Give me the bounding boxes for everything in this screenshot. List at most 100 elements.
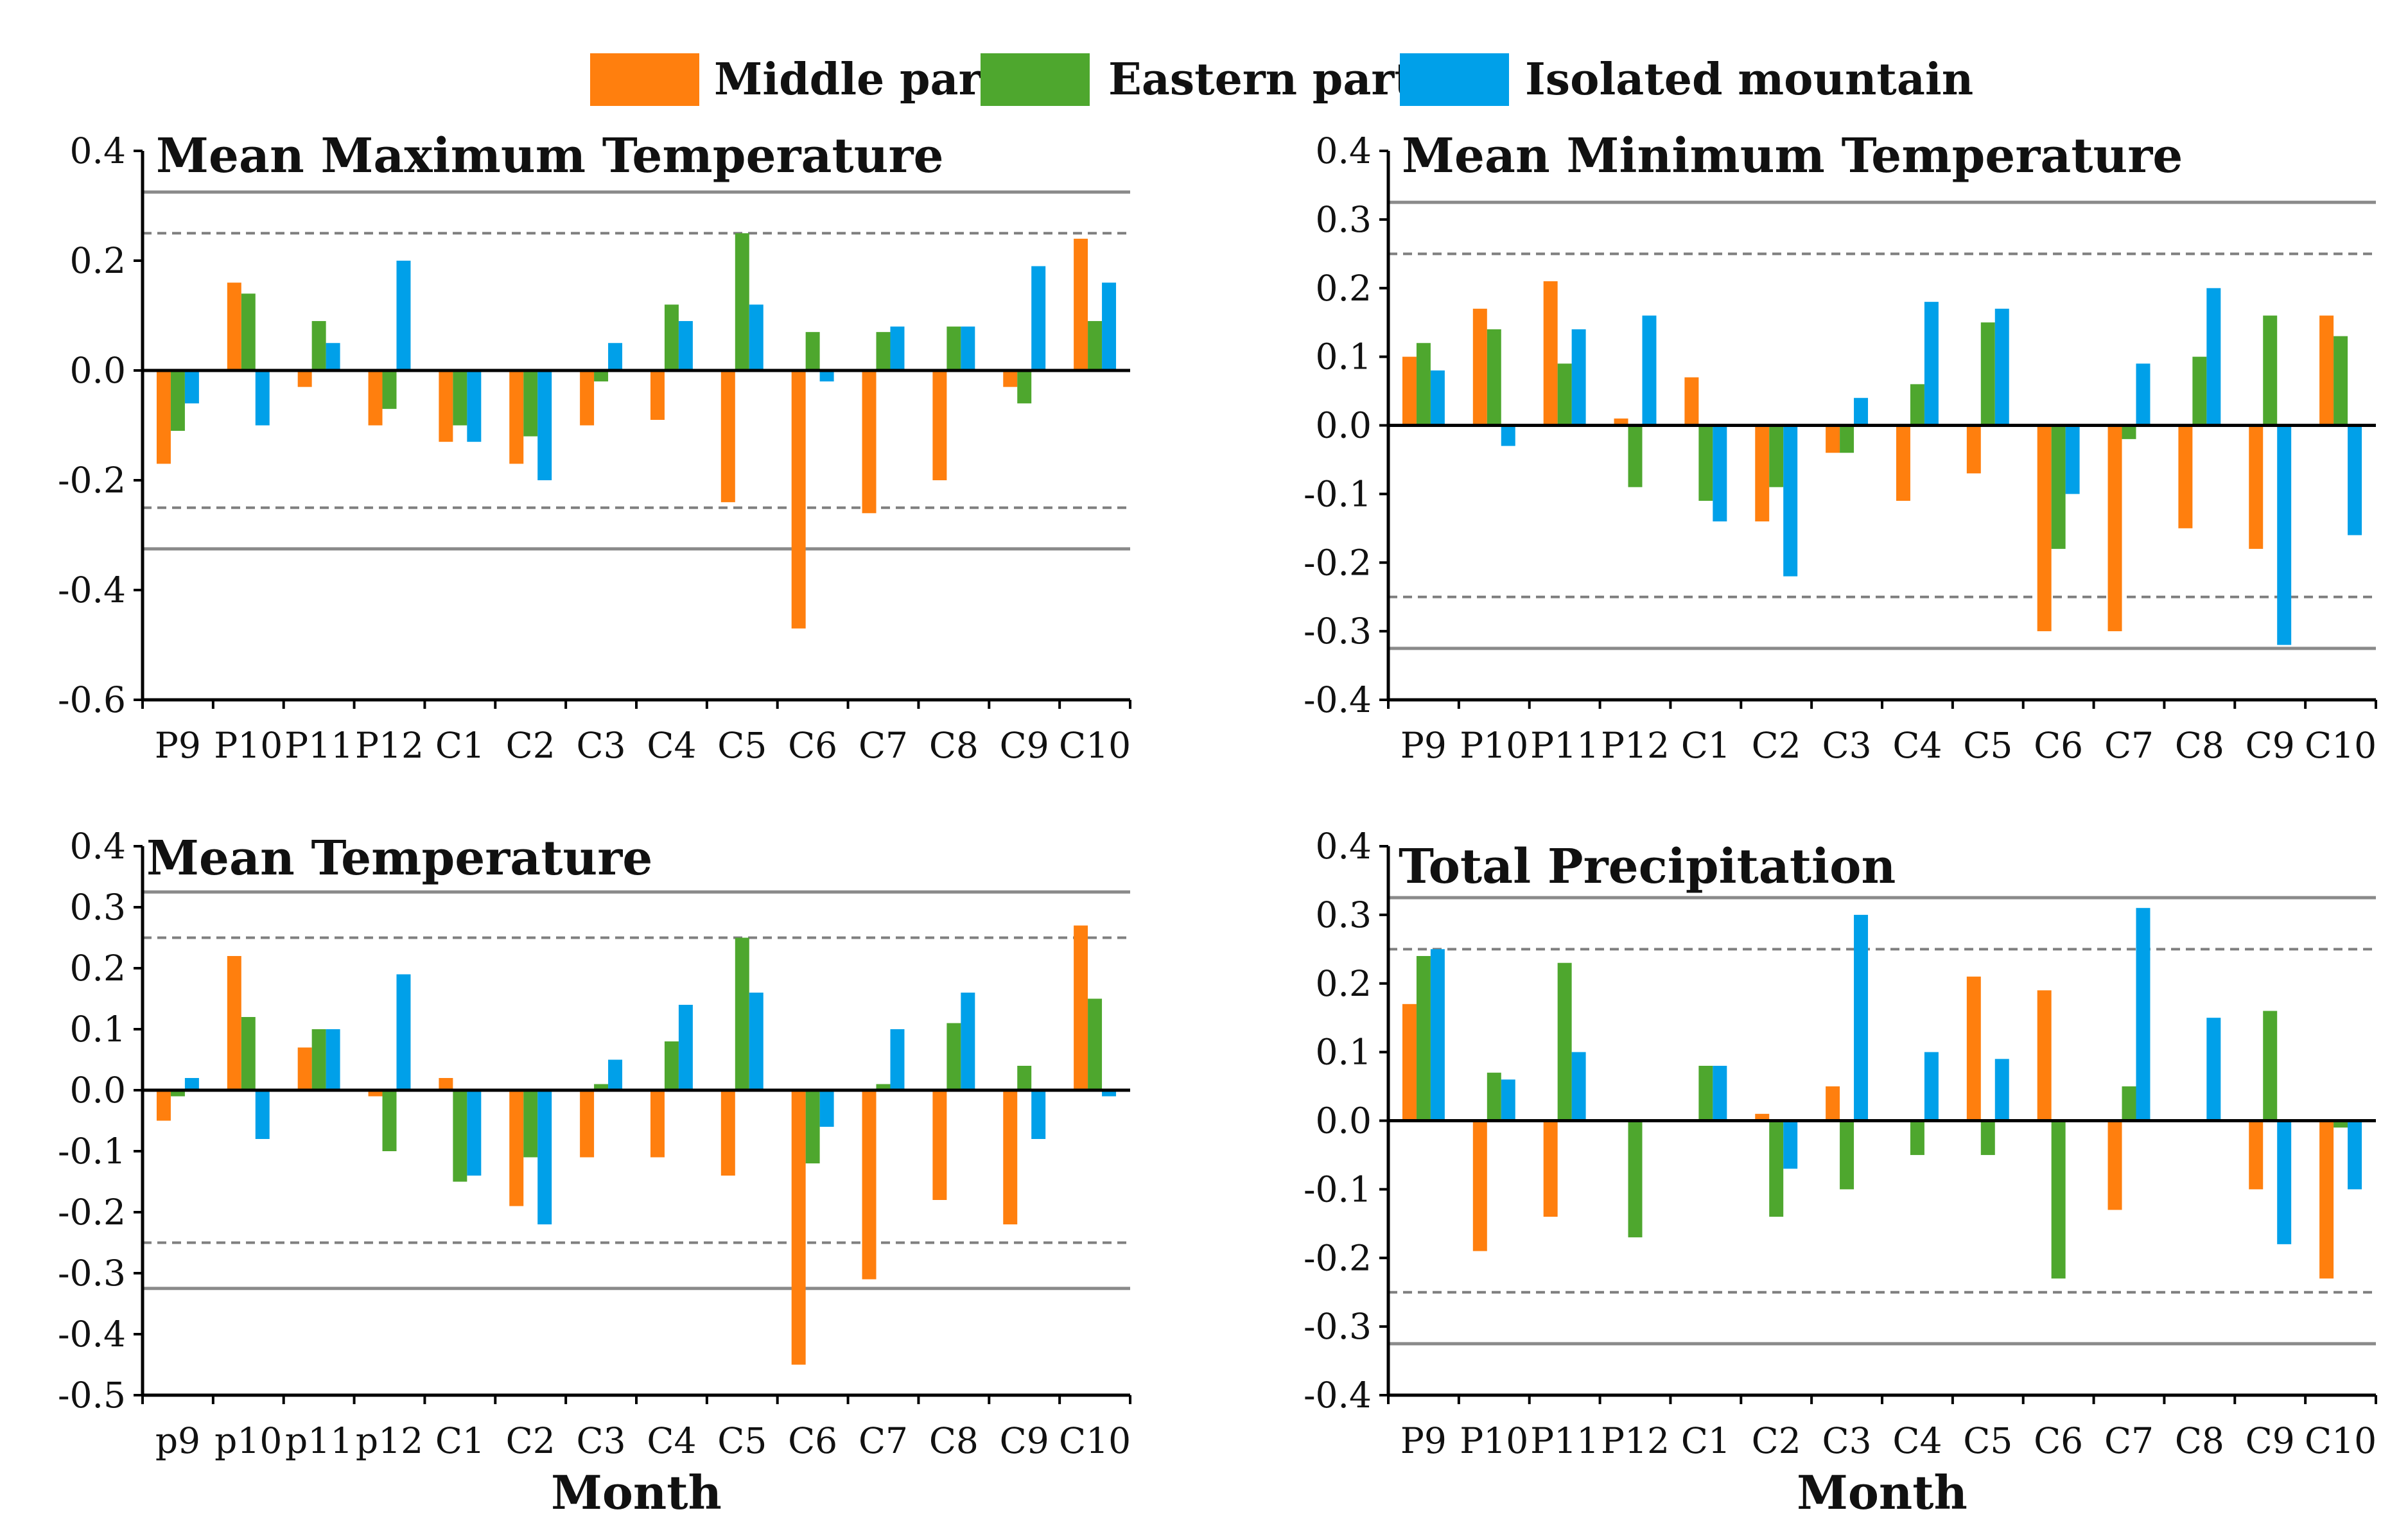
- y-tick-label: 0.1: [1316, 336, 1372, 378]
- bar-eastern-part-c4: [1910, 1120, 1924, 1155]
- panel-mean-maximum-temperature: 0.4 0.2 0.0 -0.2 -0.4 -0.6 P9 P10 P11 P12 C1 C2 C3 C4…: [58, 128, 1131, 766]
- x-tick-label: P11: [1530, 1420, 1599, 1461]
- bar-eastern-part-c6: [2051, 1120, 2066, 1279]
- bar-eastern-part-p10: [1487, 1072, 1501, 1121]
- x-tick-label: P9: [1400, 725, 1447, 766]
- bar-eastern-part-c5: [1980, 322, 1995, 426]
- bar-middle-part-c1: [439, 370, 453, 442]
- bar-middle-part-c9: [1003, 1090, 1018, 1224]
- bar-eastern-part-c8: [2192, 356, 2207, 426]
- x-tick-label: P10: [1460, 1420, 1528, 1461]
- bar-isolated-mountain-p10: [1501, 1079, 1515, 1121]
- bar-eastern-part-c7: [876, 332, 891, 370]
- bar-middle-part-p12: [1614, 418, 1628, 426]
- bar-middle-part-c4: [650, 1090, 665, 1158]
- bar-middle-part-c2: [509, 1090, 524, 1206]
- bar-eastern-part-p10: [241, 1017, 256, 1090]
- x-tick-label: P10: [214, 725, 283, 766]
- bar-middle-part-p11: [297, 1047, 312, 1090]
- y-tick-label: -0.3: [1304, 1306, 1372, 1347]
- x-tick-label: C2: [1752, 725, 1801, 766]
- bar-middle-part-c7: [862, 370, 877, 514]
- bar-eastern-part-c1: [1698, 425, 1713, 501]
- bar-middle-part-c1: [439, 1078, 453, 1090]
- x-tick-label: C5: [717, 1420, 767, 1461]
- x-tick-label: P12: [1601, 1420, 1670, 1461]
- bar-middle-part-c7: [2107, 425, 2122, 632]
- bar-middle-part-p10: [227, 956, 241, 1090]
- bar-eastern-part-c10: [1088, 998, 1103, 1090]
- bar-isolated-mountain-p12: [396, 974, 411, 1090]
- bar-middle-part-p9: [156, 1090, 171, 1121]
- x-tick-label: C1: [435, 725, 485, 766]
- x-tick-label: C1: [1681, 1420, 1731, 1461]
- bar-eastern-part-c3: [594, 1084, 609, 1090]
- x-tick-label: C8: [2175, 1420, 2224, 1461]
- bar-eastern-part-c10: [2334, 336, 2348, 426]
- x-tick-label: C5: [1963, 1420, 2012, 1461]
- legend-label-middle-part: Middle part: [714, 54, 1002, 105]
- x-tick-label: C2: [506, 725, 555, 766]
- bar-isolated-mountain-c9: [1031, 266, 1046, 370]
- bar-middle-part-c5: [720, 1090, 735, 1176]
- bar-isolated-mountain-c4: [678, 321, 693, 370]
- bar-middle-part-c2: [509, 370, 524, 464]
- bar-isolated-mountain-p11: [1571, 1052, 1586, 1121]
- x-tick-label: C9: [2246, 1420, 2295, 1461]
- bar-eastern-part-c2: [523, 1090, 538, 1158]
- y-tick-label: 0.0: [1316, 405, 1372, 446]
- bar-middle-part-c10: [1074, 238, 1088, 370]
- bar-eastern-part-c7: [876, 1084, 891, 1090]
- y-tick-label: -0.1: [1304, 1169, 1372, 1210]
- bar-isolated-mountain-c9: [2277, 1120, 2292, 1244]
- bar-middle-part-c8: [2178, 425, 2193, 528]
- x-tick-label: C7: [859, 1420, 908, 1461]
- bar-eastern-part-c4: [664, 1041, 679, 1090]
- bar-eastern-part-c2: [523, 370, 538, 437]
- y-tick-label: 0.2: [1316, 268, 1372, 309]
- x-tick-label: P11: [284, 725, 353, 766]
- bar-isolated-mountain-c5: [1994, 308, 2009, 426]
- bar-isolated-mountain-p9: [184, 370, 199, 404]
- x-tick-label: C8: [929, 725, 979, 766]
- bar-middle-part-c9: [2249, 1120, 2264, 1190]
- x-tick-label: C7: [2104, 1420, 2154, 1461]
- bar-isolated-mountain-p10: [255, 1090, 270, 1139]
- y-tick-label: 0.0: [70, 1070, 126, 1111]
- bar-isolated-mountain-c7: [2136, 908, 2151, 1121]
- bar-eastern-part-c9: [1017, 370, 1032, 404]
- bar-eastern-part-c9: [2263, 1011, 2278, 1121]
- bar-eastern-part-p11: [1557, 363, 1572, 426]
- bar-isolated-mountain-c2: [1783, 1120, 1798, 1169]
- legend-label-eastern-part: Eastern part: [1108, 54, 1415, 105]
- bar-middle-part-c9: [1003, 370, 1018, 387]
- bar-middle-part-p9: [1402, 1004, 1417, 1121]
- bar-eastern-part-p9: [170, 1090, 185, 1097]
- bar-middle-part-p12: [368, 1090, 383, 1097]
- bar-eastern-part-c7: [2122, 1086, 2136, 1121]
- bar-isolated-mountain-p12: [396, 261, 411, 370]
- x-tick-label: C10: [2305, 725, 2377, 766]
- y-tick-label: 0.4: [1316, 130, 1372, 171]
- bar-isolated-mountain-c1: [1713, 1066, 1727, 1121]
- y-tick-label: -0.3: [58, 1253, 126, 1294]
- bar-eastern-part-c3: [1840, 425, 1854, 453]
- bar-isolated-mountain-p9: [1430, 370, 1445, 426]
- bar-eastern-part-c5: [1980, 1120, 1995, 1155]
- bar-eastern-part-c9: [2263, 315, 2278, 426]
- bar-isolated-mountain-c2: [537, 1090, 552, 1224]
- bar-eastern-part-c1: [453, 370, 467, 426]
- bar-eastern-part-c8: [947, 326, 961, 370]
- x-tick-label: C7: [2104, 725, 2154, 766]
- y-tick-label: 0.2: [1316, 963, 1372, 1004]
- bar-middle-part-c3: [580, 1090, 595, 1158]
- bar-isolated-mountain-p11: [1571, 329, 1586, 426]
- y-tick-label: -0.4: [1304, 1375, 1372, 1416]
- y-tick-label: 0.0: [70, 350, 126, 391]
- legend-swatch-isolated-mountain: [1400, 53, 1509, 106]
- y-tick-label: 0.0: [1316, 1100, 1372, 1142]
- bar-isolated-mountain-c9: [2277, 425, 2292, 645]
- y-tick-label: -0.5: [58, 1375, 126, 1416]
- x-tick-label: C10: [1059, 1420, 1131, 1461]
- y-tick-label: 0.4: [1316, 826, 1372, 867]
